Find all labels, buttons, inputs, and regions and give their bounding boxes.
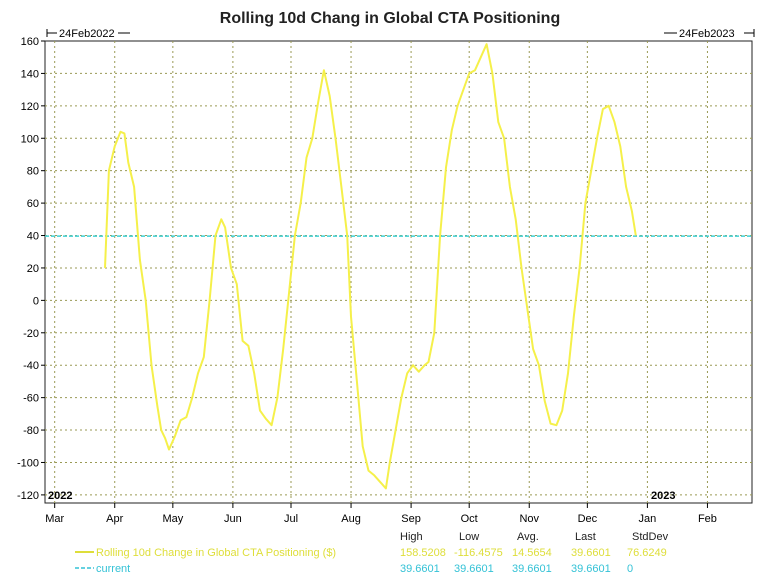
stat-main-last: 39.6601 bbox=[571, 547, 611, 559]
x-axis: Mar Apr May Jun Jul Aug Sep Oct Nov Dec Jan Feb bbox=[45, 503, 717, 525]
y-tick-label: -20 bbox=[23, 328, 39, 340]
y-axis: 160 140 120 100 80 60 40 20 0 -20 -40 -60 -80 -100 -12… bbox=[17, 36, 45, 502]
stat-main-avg: 14.5654 bbox=[512, 547, 552, 559]
stat-current-last: 39.6601 bbox=[571, 563, 611, 575]
range-start-label: 24Feb2022 bbox=[59, 28, 115, 40]
stat-header-stddev: StdDev bbox=[632, 531, 669, 543]
year-start-label: 2022 bbox=[48, 490, 72, 502]
legend-row-current: current 39.6601 39.6601 39.6601 39.6601 … bbox=[75, 563, 633, 575]
y-tick-label: -40 bbox=[23, 360, 39, 372]
x-tick-label: Aug bbox=[341, 513, 361, 525]
x-tick-label: Jun bbox=[224, 513, 242, 525]
plot-area bbox=[44, 40, 753, 504]
x-tick-label: Nov bbox=[519, 513, 539, 525]
x-tick-label: Apr bbox=[106, 513, 123, 525]
y-tick-label: 120 bbox=[21, 101, 39, 113]
y-tick-label: -120 bbox=[17, 490, 39, 502]
range-end-label: 24Feb2023 bbox=[679, 28, 735, 40]
y-tick-label: -100 bbox=[17, 457, 39, 469]
x-tick-label: Jan bbox=[639, 513, 657, 525]
y-tick-label: 0 bbox=[33, 295, 39, 307]
stat-main-high: 158.5208 bbox=[400, 547, 446, 559]
y-tick-label: 160 bbox=[21, 36, 39, 48]
stat-header-low: Low bbox=[459, 531, 479, 543]
legend: High Low Avg. Last StdDev Rolling 10d Ch… bbox=[75, 531, 669, 575]
y-tick-label: 20 bbox=[27, 263, 39, 275]
x-tick-label: Jul bbox=[284, 513, 298, 525]
y-tick-label: 100 bbox=[21, 133, 39, 145]
range-start-marker: 24Feb2022 bbox=[46, 28, 130, 40]
y-tick-label: 60 bbox=[27, 198, 39, 210]
y-tick-label: -80 bbox=[23, 425, 39, 437]
legend-label-current: current bbox=[96, 563, 130, 575]
y-tick-label: 40 bbox=[27, 231, 39, 243]
series-rolling-10d bbox=[104, 43, 637, 490]
stat-current-low: 39.6601 bbox=[454, 563, 494, 575]
x-tick-label: Sep bbox=[401, 513, 421, 525]
stat-current-stddev: 0 bbox=[627, 563, 633, 575]
y-tick-label: 80 bbox=[27, 166, 39, 178]
range-end-marker: 24Feb2023 bbox=[664, 28, 755, 40]
x-tick-label: Mar bbox=[45, 513, 64, 525]
year-end-label: 2023 bbox=[651, 490, 675, 502]
x-tick-label: Oct bbox=[461, 513, 478, 525]
stats-headers: High Low Avg. Last StdDev bbox=[400, 531, 669, 543]
stat-current-avg: 39.6601 bbox=[512, 563, 552, 575]
legend-label-main: Rolling 10d Change in Global CTA Positio… bbox=[96, 547, 336, 559]
stat-header-last: Last bbox=[575, 531, 596, 543]
stat-main-low: -116.4575 bbox=[454, 547, 503, 559]
chart-title: Rolling 10d Chang in Global CTA Position… bbox=[220, 10, 560, 27]
x-tick-label: May bbox=[162, 513, 183, 525]
x-tick-label: Dec bbox=[578, 513, 598, 525]
legend-row-main: Rolling 10d Change in Global CTA Positio… bbox=[75, 547, 667, 559]
y-tick-label: -60 bbox=[23, 393, 39, 405]
stat-main-stddev: 76.6249 bbox=[627, 547, 667, 559]
y-tick-label: 140 bbox=[21, 68, 39, 80]
x-tick-label: Feb bbox=[698, 513, 717, 525]
series-line-rolling-10d bbox=[104, 43, 637, 490]
stat-header-avg: Avg. bbox=[517, 531, 539, 543]
stat-header-high: High bbox=[400, 531, 423, 543]
stat-current-high: 39.6601 bbox=[400, 563, 440, 575]
